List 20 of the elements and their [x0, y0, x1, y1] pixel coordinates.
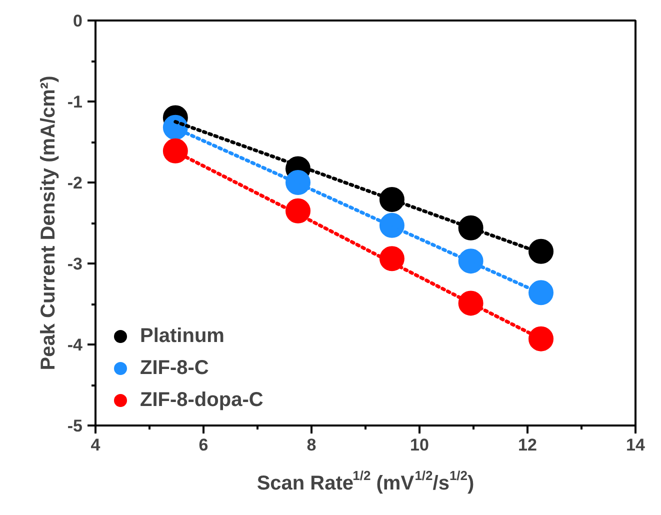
y-tick-label: -1	[67, 92, 83, 112]
y-tick-label: -5	[67, 416, 83, 436]
x-tick-label: 10	[410, 436, 429, 454]
x-tick-label: 14	[626, 436, 646, 454]
y-axis-title: Peak Current Density (mA/cm²)	[37, 76, 60, 370]
y-tick-label: -4	[67, 336, 84, 354]
point	[528, 238, 554, 264]
point	[162, 138, 188, 164]
x-tick-label: 6	[198, 436, 208, 454]
y-tick-label: -3	[67, 254, 83, 274]
x-tick-label: 12	[518, 436, 537, 454]
point	[528, 326, 554, 352]
legend-label: Platinum	[140, 324, 224, 348]
y-tick-label: 0	[73, 12, 83, 30]
x-tick-label: 8	[306, 436, 316, 454]
x-tick-label: 4	[90, 436, 101, 454]
y-tick-label: -2	[67, 174, 83, 192]
legend-label: ZIF-8-C	[140, 356, 209, 380]
legend-label: ZIF-8-dopa-C	[140, 388, 264, 412]
point	[528, 280, 554, 306]
